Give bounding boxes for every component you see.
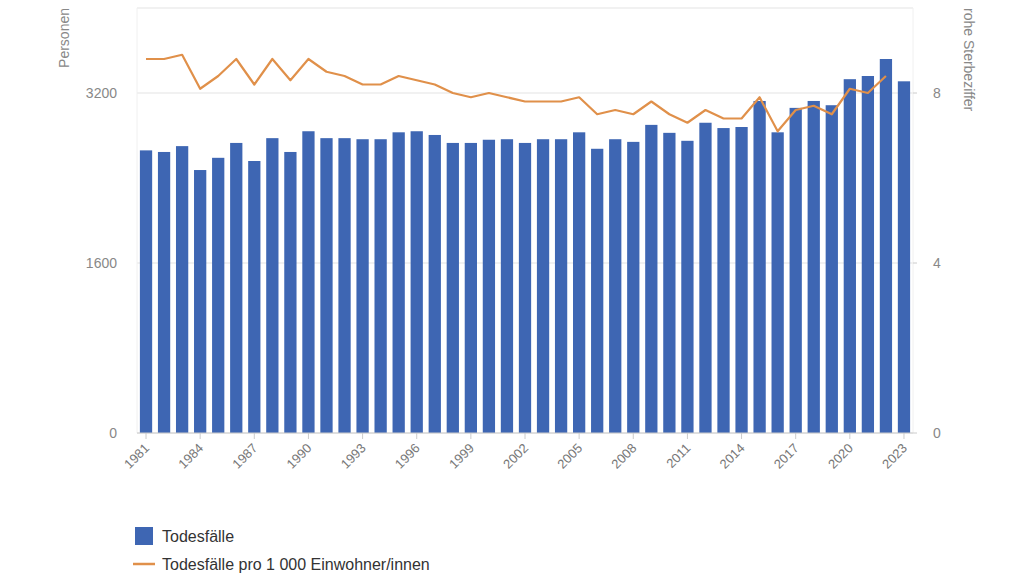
bar	[302, 131, 314, 433]
bar	[753, 101, 765, 433]
y2-axis-title: rohe Sterbeziffer	[961, 8, 977, 112]
x-tick-label: 2008	[608, 441, 639, 472]
x-tick-label: 1981	[121, 441, 152, 472]
x-tick-label: 1990	[284, 441, 315, 472]
x-tick	[579, 433, 580, 439]
bar	[266, 138, 278, 433]
bar	[501, 139, 513, 433]
y-tick-label: 0	[109, 425, 117, 441]
chart: 0 1600 3200 0 4 8 Personen rohe Sterbeziffer 198…	[0, 0, 1024, 576]
bar	[447, 143, 459, 433]
x-tick-label: 2011	[663, 441, 693, 471]
bar	[176, 146, 188, 433]
bar	[248, 161, 260, 433]
bar	[356, 139, 368, 433]
bar	[411, 131, 423, 433]
bar	[591, 149, 603, 433]
x-tick-label: 2002	[500, 441, 531, 472]
bar	[338, 138, 350, 433]
x-tick	[849, 433, 850, 439]
x-tick	[795, 433, 796, 439]
bar	[663, 133, 675, 433]
bar	[374, 139, 386, 433]
x-tick	[687, 433, 688, 439]
bar	[555, 139, 567, 433]
x-tick-label: 1984	[175, 441, 206, 472]
bar	[230, 143, 242, 433]
y-tick-label: 1600	[86, 255, 117, 271]
y2-axis-line	[913, 8, 914, 433]
y2-tick-label: 8	[933, 85, 941, 101]
x-tick	[200, 433, 201, 439]
bar	[320, 138, 332, 433]
bar	[699, 123, 711, 433]
x-tick-label: 2017	[771, 441, 802, 472]
bar	[158, 152, 170, 433]
x-tick	[470, 433, 471, 439]
bar	[140, 150, 152, 433]
bar	[717, 128, 729, 433]
bar	[790, 108, 802, 433]
bar	[772, 132, 784, 433]
plot-frame	[137, 8, 913, 9]
bar	[844, 79, 856, 433]
x-tick	[633, 433, 634, 439]
x-tick-label: 2014	[717, 441, 748, 472]
y2-tick	[913, 433, 917, 434]
bar	[645, 125, 657, 433]
x-tick	[525, 433, 526, 439]
x-tick	[903, 433, 904, 439]
bar	[681, 141, 693, 433]
x-tick	[416, 433, 417, 439]
bar	[735, 127, 747, 433]
y-axis-title: Personen	[56, 8, 72, 68]
x-tick	[254, 433, 255, 439]
bar	[627, 142, 639, 433]
y2-tick	[913, 93, 917, 94]
x-tick	[308, 433, 309, 439]
y2-tick-label: 0	[933, 425, 941, 441]
bar	[284, 152, 296, 433]
bar	[537, 139, 549, 433]
x-tick-label: 1999	[446, 441, 477, 472]
bar	[465, 143, 477, 433]
x-tick-label: 1987	[229, 441, 260, 472]
x-tick-label: 1996	[392, 441, 423, 472]
y2-tick	[913, 263, 917, 264]
x-tick	[146, 433, 147, 439]
y-axis-line	[137, 8, 138, 433]
bar	[880, 59, 892, 433]
line	[146, 55, 886, 132]
legend-swatch	[133, 563, 155, 566]
x-tick-label: 2023	[879, 441, 910, 472]
legend-label: Todesfälle pro 1 000 Einwohner/innen	[162, 556, 430, 573]
y-tick-label: 3200	[86, 85, 117, 101]
legend-label: Todesfälle	[162, 528, 234, 545]
bar	[573, 132, 585, 433]
bar	[609, 139, 621, 433]
bar	[519, 143, 531, 433]
x-tick-label: 1993	[338, 441, 369, 472]
legend-swatch	[135, 527, 153, 545]
plot-area	[140, 55, 910, 433]
bar	[429, 135, 441, 433]
bar	[808, 101, 820, 433]
x-tick	[741, 433, 742, 439]
x-tick-label: 2005	[554, 441, 585, 472]
x-tick-label: 2020	[825, 441, 856, 472]
bar	[194, 170, 206, 433]
bar	[393, 132, 405, 433]
y2-tick-label: 4	[933, 255, 941, 271]
grid-line	[137, 93, 913, 94]
x-tick	[362, 433, 363, 439]
bar	[862, 76, 874, 433]
bar	[898, 81, 910, 433]
bar	[483, 140, 495, 433]
bar	[826, 105, 838, 433]
bar	[212, 158, 224, 433]
